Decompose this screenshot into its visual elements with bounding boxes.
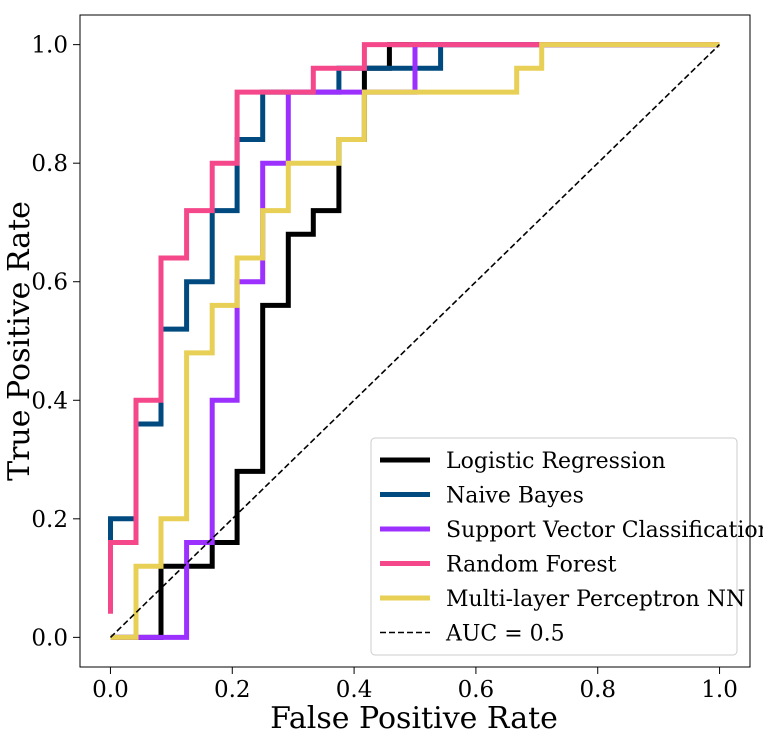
legend-label: Random Forest (446, 553, 617, 578)
legend-frame (370, 437, 738, 656)
x-tick-label: 0.6 (458, 677, 495, 703)
x-axis-title: False Positive Rate (270, 701, 558, 736)
y-tick-label: 0.6 (31, 270, 68, 296)
legend-label: Naive Bayes (446, 484, 584, 509)
legend-label: Multi-layer Perceptron NN (446, 587, 745, 612)
legend: Logistic Regression Naive Bayes Support Ve… (370, 437, 763, 656)
y-tick-label: 1.0 (31, 33, 68, 59)
series-line-auc-0-5 (109, 44, 721, 638)
y-tick-label: 0.2 (31, 507, 68, 533)
legend-label: AUC = 0.5 (445, 622, 565, 647)
y-tick-label: 0.4 (31, 388, 68, 414)
plot-frame (79, 14, 751, 668)
y-axis-title: True Positive Rate (2, 201, 37, 481)
y-tick-label: 0.0 (31, 625, 68, 651)
legend-label: Support Vector Classification (446, 518, 763, 543)
series-line-multi-layer-perceptron-nn (110, 42, 720, 640)
y-tick-label: 0.8 (31, 151, 68, 177)
x-tick-label: 1.0 (701, 677, 738, 703)
x-tick-label: 0.8 (579, 677, 616, 703)
x-tick-label: 0.0 (92, 677, 129, 703)
series-line-random-forest (108, 42, 720, 614)
series-line-logistic-regression (110, 42, 720, 640)
legend-label: Logistic Regression (446, 449, 666, 474)
x-tick-label: 0.4 (336, 677, 373, 703)
x-tick-label: 0.2 (214, 677, 251, 703)
